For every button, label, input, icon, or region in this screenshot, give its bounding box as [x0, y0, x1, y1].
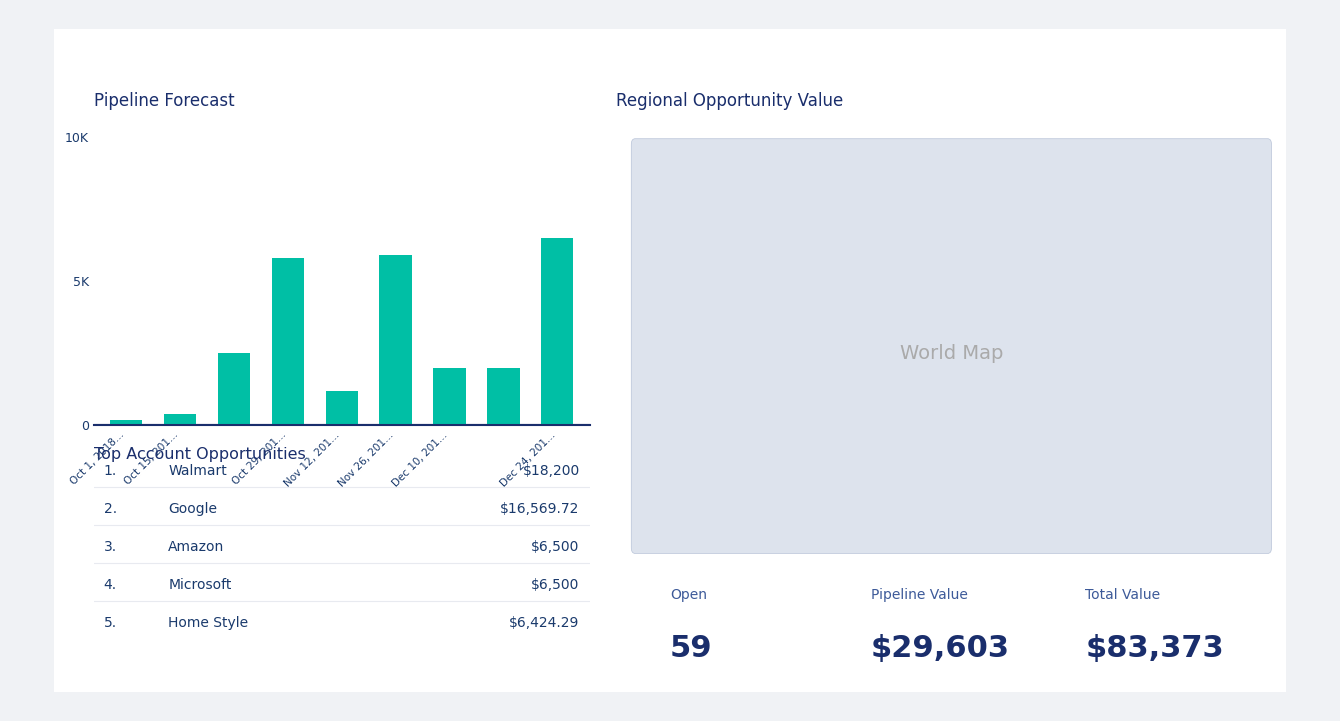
- Text: Top Account Opportunities: Top Account Opportunities: [94, 447, 306, 462]
- Bar: [272, 258, 304, 425]
- Text: Total Value: Total Value: [1085, 588, 1160, 602]
- Bar: [488, 368, 520, 425]
- Text: $83,373: $83,373: [1085, 634, 1223, 663]
- Bar: [541, 238, 574, 425]
- Text: 1.: 1.: [103, 464, 117, 477]
- Text: 4.: 4.: [103, 578, 117, 592]
- Text: $16,569.72: $16,569.72: [500, 502, 580, 516]
- Text: 5.: 5.: [103, 616, 117, 629]
- Bar: [326, 391, 358, 425]
- Text: $18,200: $18,200: [523, 464, 580, 477]
- Text: Google: Google: [169, 502, 217, 516]
- Text: Microsoft: Microsoft: [169, 578, 232, 592]
- Text: $29,603: $29,603: [871, 634, 1010, 663]
- Bar: [110, 420, 142, 425]
- Bar: [163, 414, 196, 425]
- Text: Pipeline Forecast: Pipeline Forecast: [94, 92, 234, 110]
- Text: $6,424.29: $6,424.29: [509, 616, 580, 629]
- Text: $6,500: $6,500: [531, 578, 580, 592]
- Text: World Map: World Map: [899, 344, 1004, 363]
- Text: $6,500: $6,500: [531, 539, 580, 554]
- Text: Open: Open: [670, 588, 708, 602]
- Text: Regional Opportunity Value: Regional Opportunity Value: [616, 92, 844, 110]
- Text: Pipeline Value: Pipeline Value: [871, 588, 967, 602]
- Text: Walmart: Walmart: [169, 464, 226, 477]
- Bar: [218, 353, 251, 425]
- Bar: [379, 255, 411, 425]
- Text: 3.: 3.: [103, 539, 117, 554]
- Text: 59: 59: [670, 634, 713, 663]
- Text: 2.: 2.: [103, 502, 117, 516]
- FancyBboxPatch shape: [631, 138, 1272, 554]
- Bar: [433, 368, 466, 425]
- Text: Home Style: Home Style: [169, 616, 248, 629]
- Text: Amazon: Amazon: [169, 539, 224, 554]
